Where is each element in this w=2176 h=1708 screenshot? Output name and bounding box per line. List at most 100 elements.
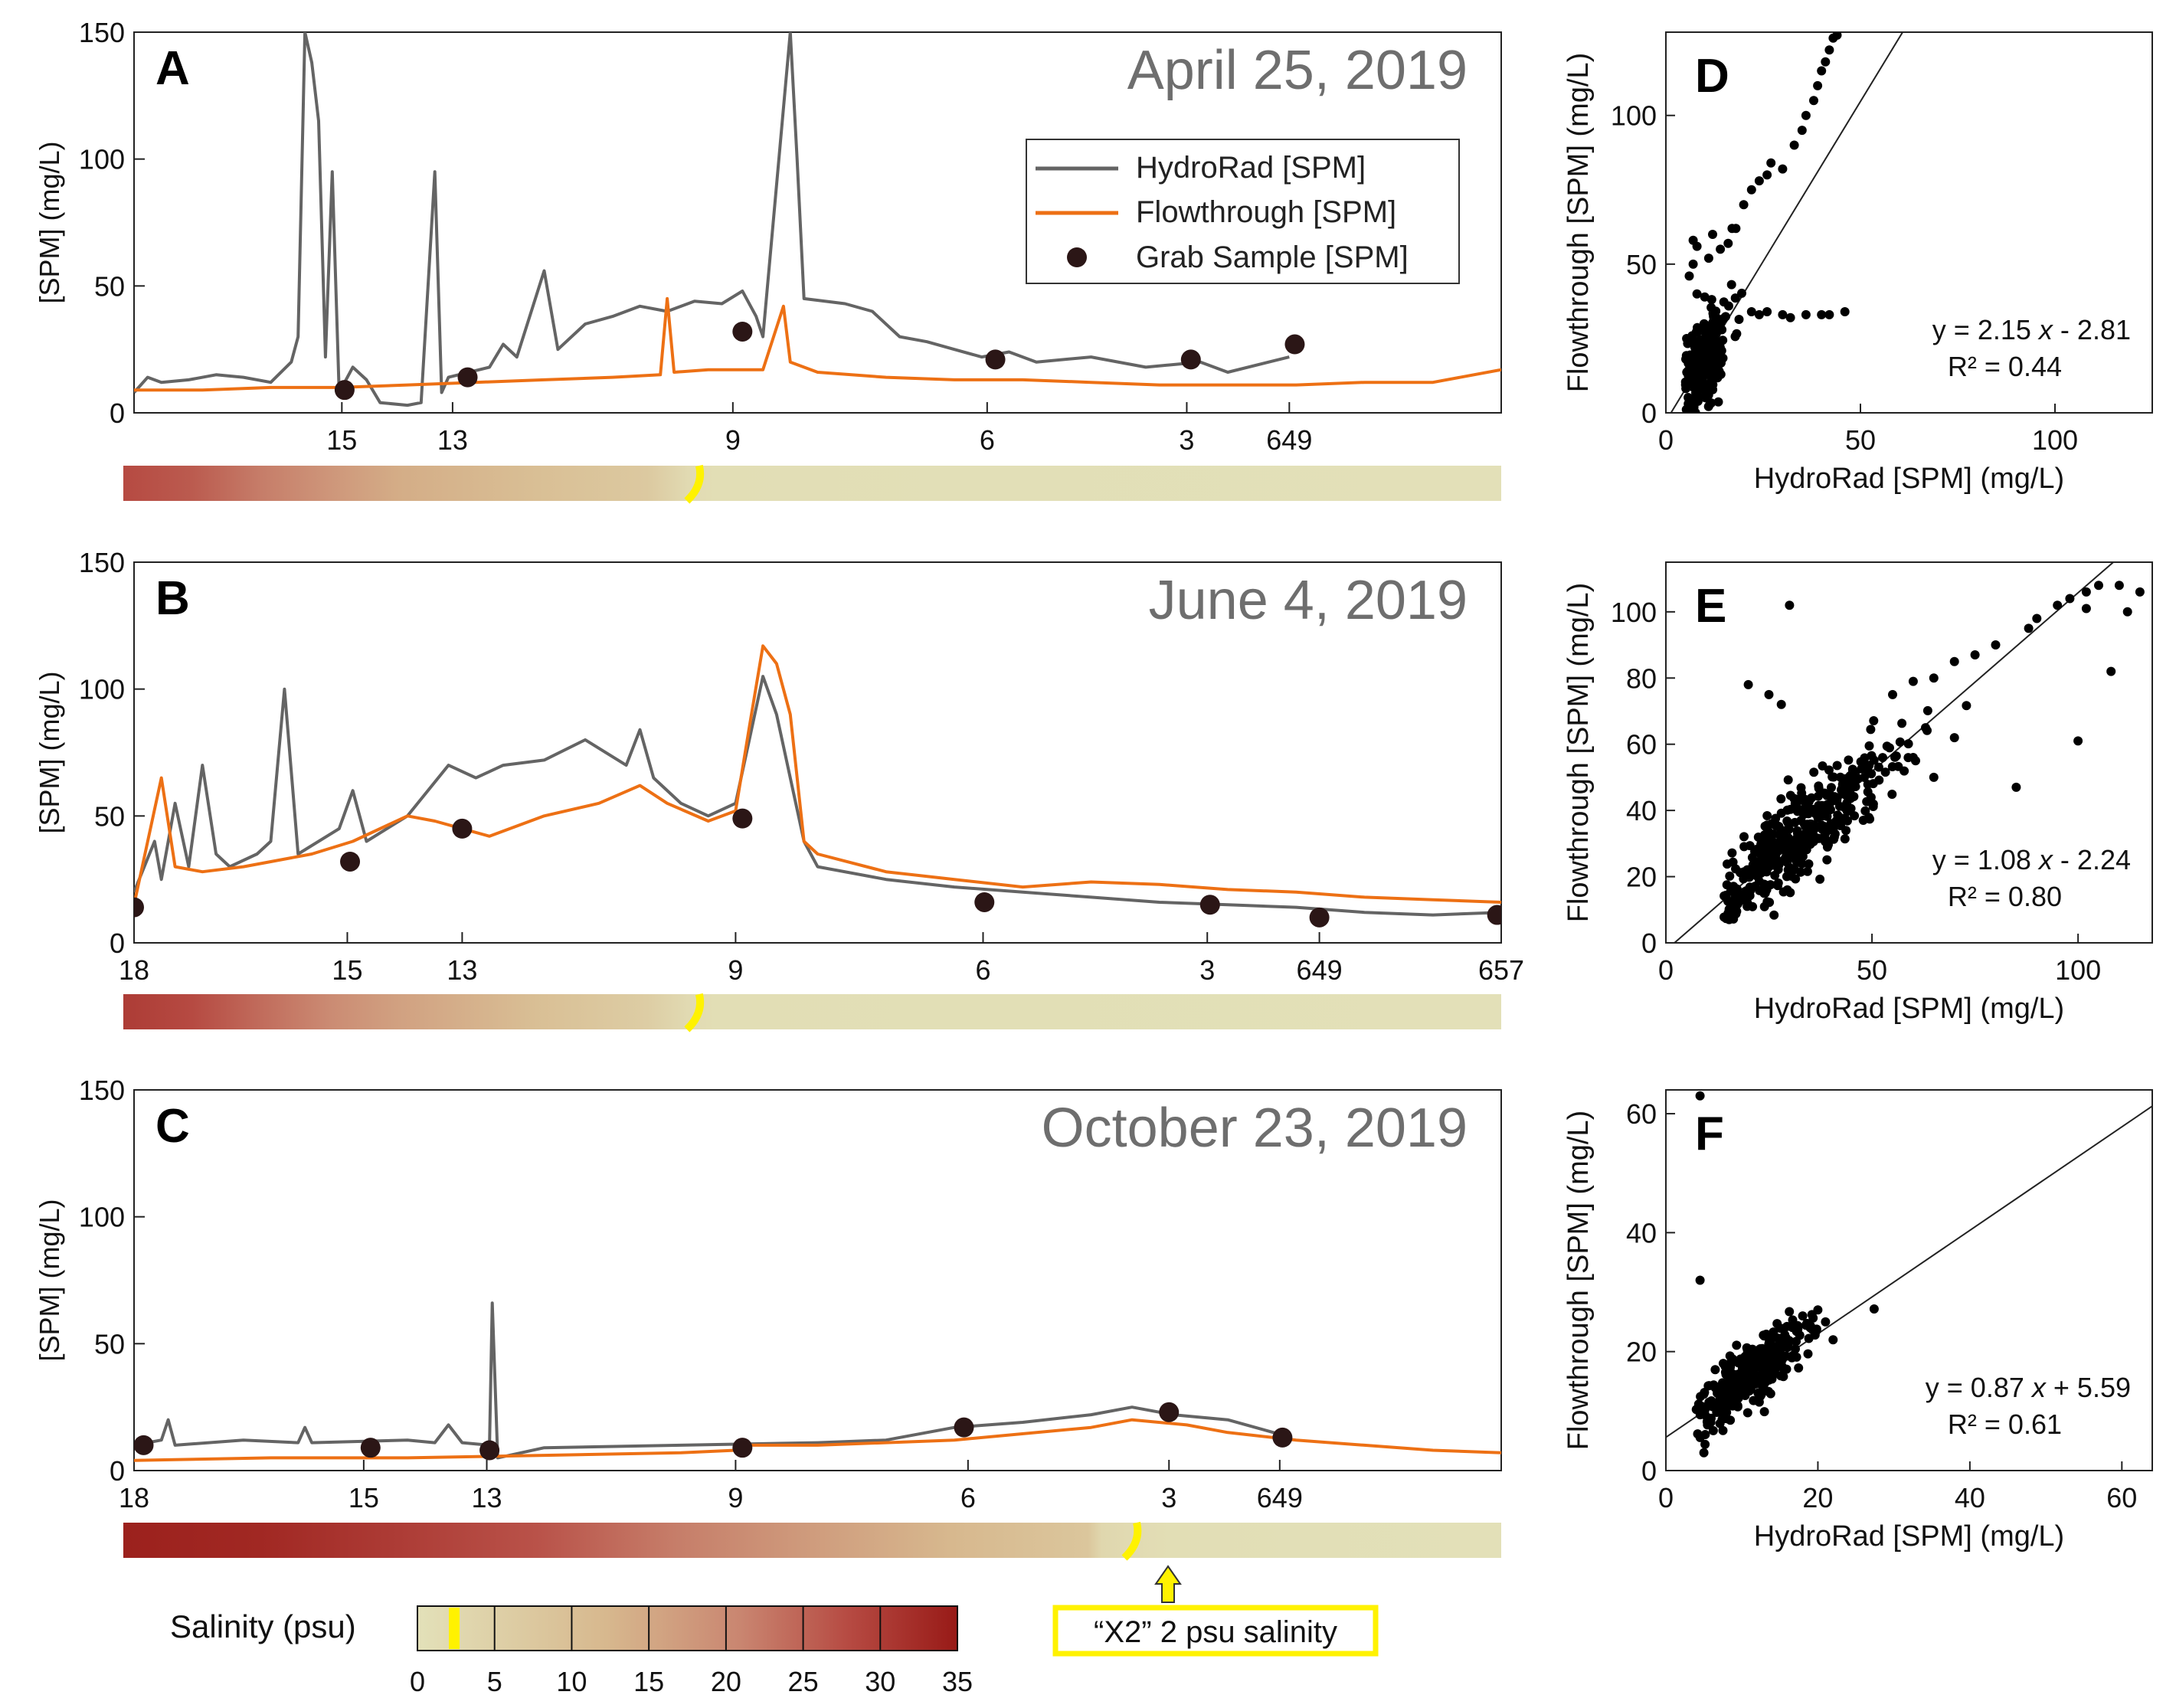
fit-equation: y = 2.15 x - 2.81 xyxy=(1932,314,2131,345)
grab-sample-point xyxy=(340,851,361,872)
scatter-point xyxy=(1929,673,1939,683)
scatter-point xyxy=(1734,315,1744,324)
key-tick-label: 25 xyxy=(788,1666,819,1697)
scatter-point xyxy=(1850,811,1860,821)
scatter-point xyxy=(1824,839,1833,849)
grab-sample-point xyxy=(457,367,478,388)
y-axis-label: Flowthrough [SPM] (mg/L) xyxy=(1562,1111,1595,1450)
grab-sample-point xyxy=(1159,1402,1180,1422)
scatter-point xyxy=(2135,587,2145,597)
scatter-point xyxy=(2024,623,2034,633)
scatter-point xyxy=(1722,880,1732,890)
scatter-point xyxy=(1791,1344,1800,1354)
legend-grab-label: Grab Sample [SPM] xyxy=(1136,240,1409,274)
scatter-point xyxy=(1764,689,1774,699)
scatter-point xyxy=(1713,365,1723,375)
scatter-point xyxy=(1808,1313,1818,1323)
fit-line xyxy=(1670,32,1904,413)
station-label: 15 xyxy=(348,1482,379,1513)
scatter-point xyxy=(1743,679,1753,689)
scatter-point xyxy=(1869,755,1879,765)
station-label: 3 xyxy=(1161,1482,1176,1513)
scatter-point xyxy=(2073,736,2083,746)
x-tick-label: 100 xyxy=(2055,954,2101,986)
y-tick-label: 100 xyxy=(1611,597,1657,628)
scatter-point xyxy=(1718,1359,1728,1369)
y-tick-label: 50 xyxy=(94,1328,125,1360)
scatter-point xyxy=(1762,307,1772,316)
legend-flowthrough-label: Flowthrough [SPM] xyxy=(1136,195,1396,229)
scatter-point xyxy=(1860,753,1870,763)
scatter-point xyxy=(1695,1275,1705,1285)
scatter-point xyxy=(1831,816,1841,826)
flowthrough-line xyxy=(134,1418,1501,1462)
scatter-point xyxy=(1773,881,1782,891)
scatter-point xyxy=(1863,780,1873,790)
y-tick-label: 150 xyxy=(79,547,125,578)
grab-sample-point xyxy=(732,321,753,342)
scatter-point xyxy=(1785,863,1795,873)
salinity-key-x2-marker xyxy=(449,1608,460,1649)
scatter-point xyxy=(1781,1333,1791,1343)
scatter-point xyxy=(1821,57,1831,67)
station-label: 13 xyxy=(447,954,477,986)
scatter-point xyxy=(1801,309,1811,319)
scatter-point xyxy=(1739,842,1749,852)
x-tick-label: 40 xyxy=(1955,1482,1985,1513)
scatter-point xyxy=(1802,866,1812,876)
scatter-point xyxy=(1785,1307,1795,1317)
scatter-point xyxy=(1759,1331,1769,1341)
scatter-point xyxy=(1857,764,1867,774)
fit-equation-part: + xyxy=(2053,1372,2077,1403)
scatter-point xyxy=(1726,1356,1736,1366)
scatter-point xyxy=(1739,832,1749,842)
key-tick-label: 15 xyxy=(633,1666,664,1697)
y-axis-label: Flowthrough [SPM] (mg/L) xyxy=(1562,583,1595,922)
salinity-x2-mark xyxy=(1121,1521,1142,1561)
grab-sample-point xyxy=(1272,1427,1293,1448)
scatter-point xyxy=(2053,600,2063,610)
x-tick-label: 100 xyxy=(2032,424,2078,456)
scatter-point xyxy=(1796,794,1806,804)
scatter-point xyxy=(1874,775,1884,785)
scatter-point xyxy=(1805,830,1814,840)
scatter-point xyxy=(1695,1091,1705,1101)
scatter-point xyxy=(1788,1323,1798,1333)
scatter-point xyxy=(1728,1384,1738,1394)
scatter-point xyxy=(1732,329,1742,339)
scatter-point xyxy=(1732,1340,1742,1350)
scatter-group xyxy=(1666,1091,2152,1458)
scatter-point xyxy=(1805,1323,1815,1333)
scatter-point xyxy=(1727,848,1737,858)
scatter-point xyxy=(1824,309,1834,319)
fit-equation-part: 1.08 xyxy=(1978,844,2039,875)
grab-sample-point xyxy=(1180,349,1201,370)
panel-date: June 4, 2019 xyxy=(1149,570,1468,631)
scatter-point xyxy=(1723,1377,1733,1387)
y-tick-label: 0 xyxy=(110,928,125,959)
scatter-point xyxy=(1756,1390,1766,1400)
panel-letter: E xyxy=(1695,580,1726,633)
grab-sample-point xyxy=(732,1438,753,1458)
station-label: 649 xyxy=(1257,1482,1303,1513)
plot-frame xyxy=(1665,561,2153,944)
scatter-point xyxy=(1778,887,1788,897)
grab-sample-point xyxy=(479,1440,500,1461)
scatter-point xyxy=(1710,1365,1720,1375)
scatter-point xyxy=(1827,783,1836,793)
panel-date: October 23, 2019 xyxy=(1042,1098,1468,1159)
key-tick-label: 30 xyxy=(865,1666,895,1697)
scatter-point xyxy=(1699,1389,1709,1399)
scatter-point xyxy=(1747,852,1757,862)
scatter-point xyxy=(1828,1335,1838,1345)
fit-equation-part: x xyxy=(2037,314,2060,345)
fit-equation-part: 0.87 xyxy=(1971,1372,2032,1403)
scatter-point xyxy=(1762,1366,1772,1376)
fit-equation-part: 5.59 xyxy=(2077,1372,2131,1403)
scatter-point xyxy=(1903,739,1913,749)
scatter-point xyxy=(1822,811,1832,821)
scatter-point xyxy=(1755,849,1765,859)
grab-sample-point xyxy=(1487,905,1501,925)
salinity-key: Salinity (psu) 0 5 10 15 20 25 30 35 xyxy=(170,1605,973,1697)
grab-sample-point xyxy=(134,897,144,918)
